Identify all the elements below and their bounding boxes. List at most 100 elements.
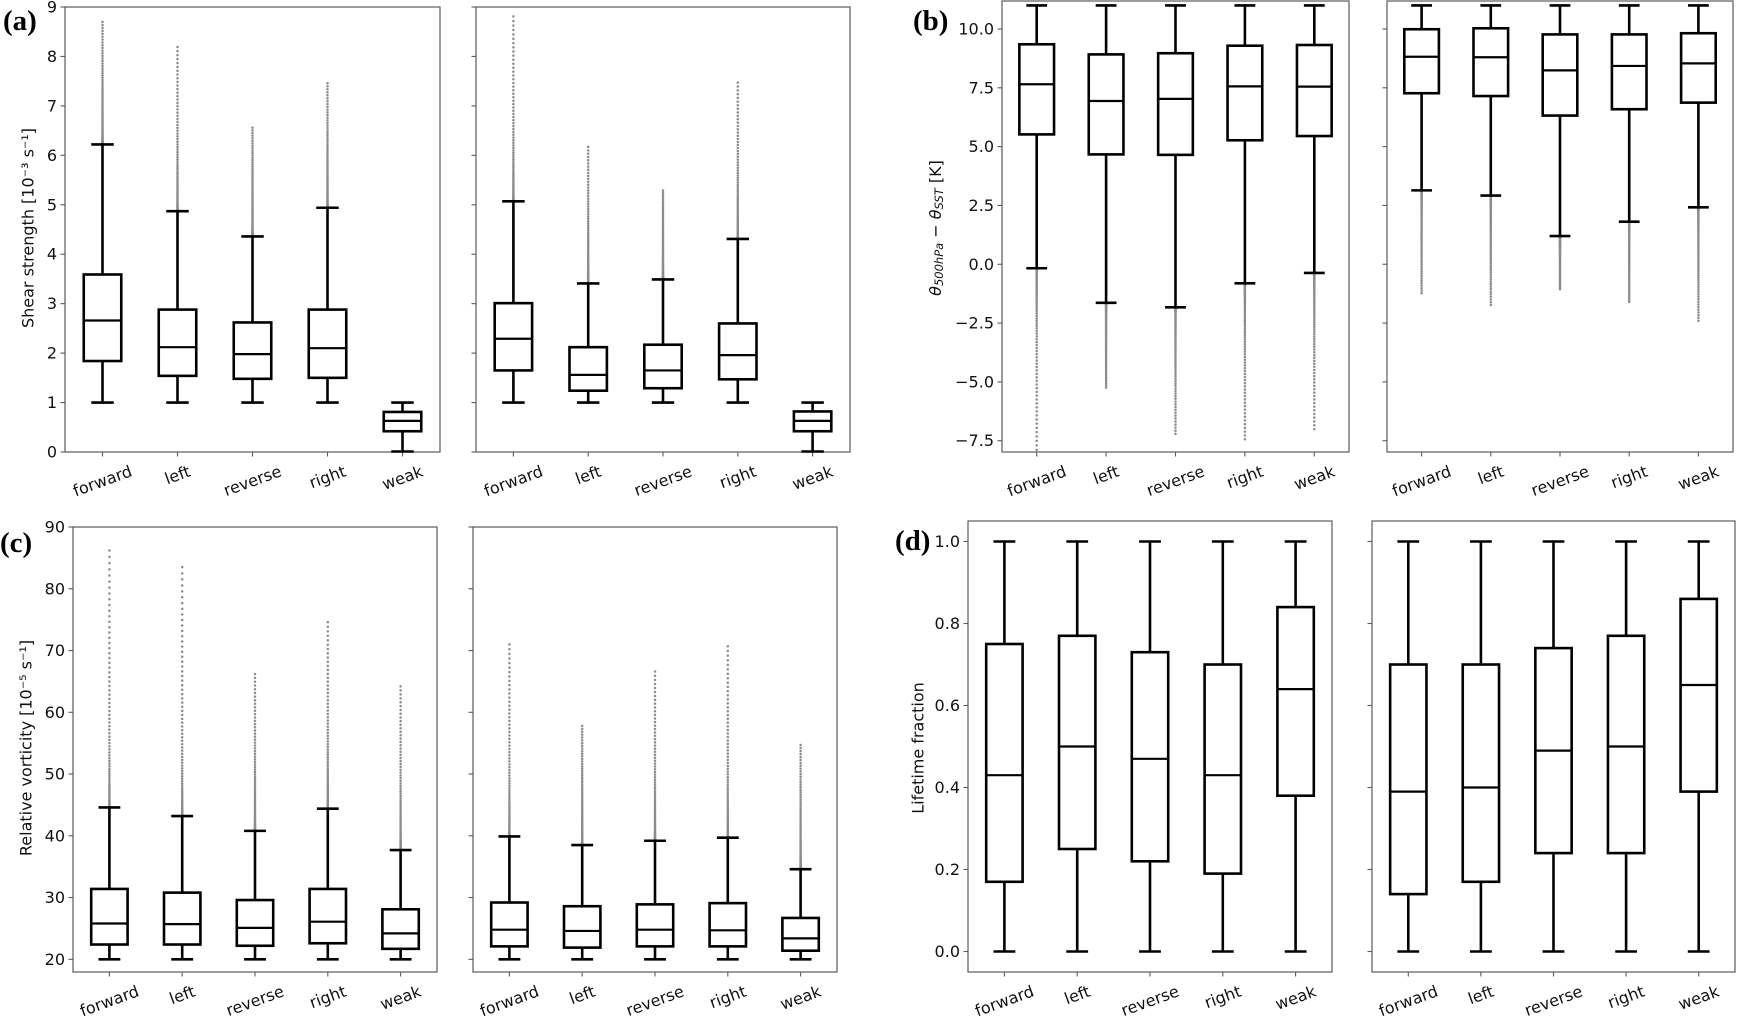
outlier-point [736, 194, 740, 198]
outlier-point [180, 749, 184, 752]
outlier-point [180, 732, 184, 736]
outlier-point [586, 189, 590, 192]
interquartile-box [642, 343, 683, 390]
outlier-point [326, 691, 330, 695]
outlier-point [661, 224, 665, 228]
outlier-point [108, 731, 111, 735]
outlier-point [1313, 353, 1316, 357]
outlier-point [508, 763, 511, 766]
outlier-point [799, 830, 802, 833]
outlier-point [399, 771, 402, 774]
outlier-point [326, 630, 330, 633]
outlier-point [108, 656, 111, 660]
outlier-point [326, 141, 329, 144]
outlier-point [653, 776, 657, 779]
outlier-point [1174, 384, 1177, 388]
outlier-point [399, 774, 402, 777]
outlier-point [508, 747, 511, 751]
outlier-point [1489, 246, 1493, 249]
outlier-point [326, 119, 329, 122]
outlier-point [586, 237, 590, 240]
x-tick-label: left [1475, 462, 1506, 489]
outlier-point [180, 688, 184, 691]
outlier-point [253, 782, 257, 785]
outlier-point [1243, 372, 1247, 376]
outlier-point [799, 758, 802, 762]
outlier-point [326, 668, 330, 672]
outlier-point [326, 688, 330, 691]
outlier-point [508, 779, 511, 783]
outlier-point [1420, 257, 1423, 260]
outlier-point [253, 758, 257, 761]
outlier-point [1174, 394, 1177, 398]
outlier-point [512, 37, 515, 41]
outlier-point [580, 802, 584, 806]
outlier-point [1174, 368, 1177, 371]
outlier-point [326, 664, 330, 668]
outlier-point [1243, 325, 1247, 328]
outlier-point [253, 792, 257, 795]
outlier-point [653, 674, 657, 677]
outlier-point [580, 752, 584, 756]
x-tick-label: right [1202, 982, 1244, 1013]
outlier-point [399, 685, 402, 688]
outlier-point [326, 777, 330, 781]
outlier-point [1035, 410, 1038, 413]
outlier-point [726, 752, 730, 755]
box-forward [984, 540, 1024, 953]
outlier-point [1697, 248, 1700, 252]
interquartile-box [1130, 650, 1170, 863]
outlier-point [326, 728, 330, 732]
outlier-point [399, 740, 402, 744]
outlier-point [726, 644, 730, 648]
outlier-point [180, 679, 184, 682]
outlier-point [1035, 426, 1038, 430]
outlier-point [1489, 273, 1493, 276]
outlier-point [176, 137, 179, 141]
outlier-point [799, 821, 802, 824]
box-reverse [232, 126, 273, 404]
outlier-point [653, 690, 657, 694]
y-axis-label-sub2: SST [932, 187, 946, 209]
outlier-point [108, 549, 111, 552]
outlier-point [653, 720, 657, 724]
y-tick-label: 80 [45, 579, 65, 598]
box-forward [489, 643, 529, 961]
outlier-point [580, 785, 584, 788]
outlier-point [1035, 301, 1038, 305]
box-right [708, 644, 748, 961]
outlier-point [512, 144, 515, 147]
outlier-point [1697, 280, 1700, 284]
outlier-point [1035, 299, 1038, 303]
outlier-point [726, 755, 730, 759]
box-reverse [1156, 4, 1195, 436]
outlier-point [1243, 347, 1247, 351]
outlier-point [653, 756, 657, 760]
outlier-point [736, 152, 740, 156]
outlier-point [580, 800, 584, 804]
interquartile-box [1606, 634, 1646, 855]
outlier-point [736, 188, 740, 191]
outlier-point [180, 692, 184, 696]
outlier-point [799, 761, 802, 765]
outlier-point [176, 129, 179, 133]
outlier-point [399, 809, 402, 813]
outlier-point [1243, 313, 1247, 317]
outlier-point [326, 113, 329, 117]
outlier-point [653, 734, 657, 738]
outlier-point [253, 755, 257, 758]
outlier-point [108, 586, 111, 589]
outlier-point [1035, 337, 1038, 341]
outlier-point [180, 640, 184, 643]
y-tick-label: 90 [45, 518, 65, 537]
outlier-point [326, 99, 329, 103]
outlier-point [508, 719, 511, 723]
outlier-point [1243, 327, 1247, 330]
outlier-point [1174, 363, 1177, 367]
outlier-point [736, 204, 740, 207]
outlier-point [1174, 382, 1177, 385]
outlier-point [180, 674, 184, 678]
outlier-point [508, 661, 511, 665]
outlier-point [653, 765, 657, 768]
outlier-point [108, 741, 111, 745]
